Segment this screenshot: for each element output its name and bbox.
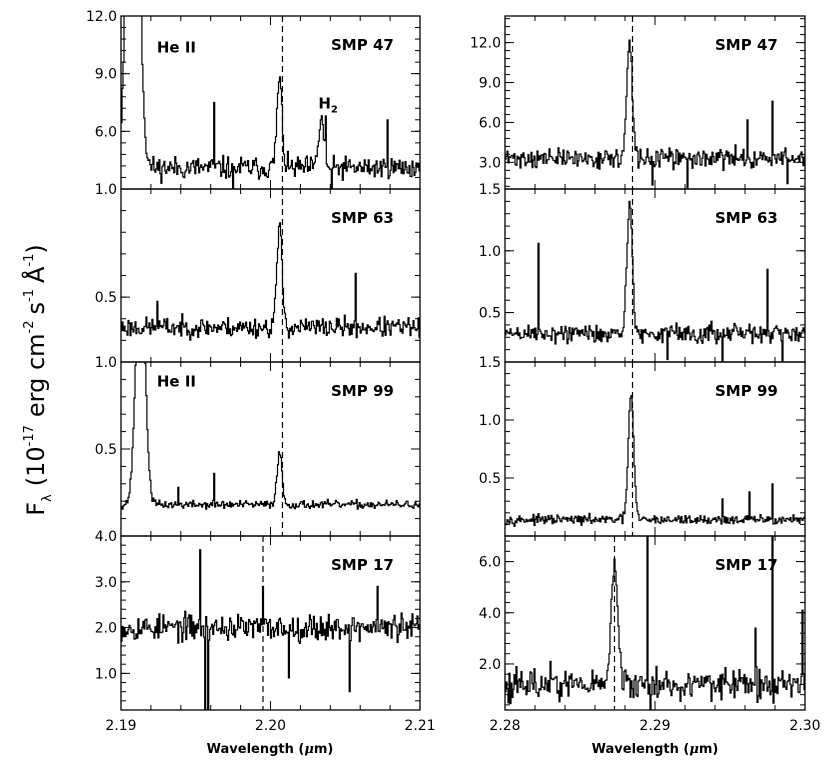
- x-axis-label-left: Wavelength (μm): [207, 742, 334, 757]
- panel-title: SMP 99: [715, 382, 778, 400]
- y-tick-label: 1.5: [479, 355, 501, 371]
- y-tick-label: 4.0: [95, 529, 117, 545]
- panel-smp-17-col1: 2.0 4.0 6.0 2.28 2.29 2.30 SMP 17: [479, 535, 821, 734]
- y-tick-label: 6.0: [479, 555, 501, 571]
- panel-title: SMP 99: [331, 382, 394, 400]
- y-tick-label: 1.0: [95, 355, 117, 371]
- panel-smp-63-col0: 0.5 1.0 SMP 63: [95, 182, 421, 363]
- spectrum-trace: [121, 16, 420, 189]
- spectrum-trace: [505, 39, 805, 189]
- panel-smp-99-col0: 0.5 1.0 SMP 99 He II: [95, 355, 421, 537]
- y-tick-label: 2.0: [479, 657, 501, 673]
- panel-title: SMP 63: [715, 209, 778, 227]
- y-tick-label: 6.0: [479, 115, 501, 131]
- x-axis-label: Wavelength (μm): [207, 742, 334, 757]
- x-tick-label: 2.29: [639, 718, 670, 734]
- y-tick-label: 0.5: [95, 442, 117, 458]
- x-tick-label: 2.28: [489, 718, 520, 734]
- panel-smp-63-col1: 0.5 1.0 1.5 SMP 63: [479, 182, 806, 363]
- panel-title: SMP 47: [331, 36, 394, 54]
- panel-title: SMP 47: [715, 36, 778, 54]
- x-axis-label: Wavelength (μm): [592, 742, 719, 757]
- y-tick-label: 1.0: [95, 666, 117, 682]
- y-tick-label: 4.0: [479, 606, 501, 622]
- y-tick-label: 9.0: [95, 67, 117, 83]
- panel-smp-47-col1: 3.0 6.0 9.0 12.0 SMP 47: [470, 15, 806, 190]
- panel-smp-99-col1: 0.5 1.0 1.5 SMP 99: [479, 355, 806, 537]
- line-annotation: He II: [157, 372, 196, 390]
- y-tick-label: 12.0: [86, 9, 117, 25]
- panel-smp-17-col0: 1.0 2.0 3.0 4.0 2.19 2.20 2.21 SMP 17: [95, 529, 436, 734]
- y-tick-label: 1.0: [95, 182, 117, 198]
- y-tick-label: 0.5: [479, 471, 501, 487]
- line-annotation: He II: [157, 39, 196, 57]
- x-tick-label: 2.30: [789, 718, 820, 734]
- x-tick-label: 2.21: [404, 718, 435, 734]
- spectrum-trace: [121, 222, 420, 341]
- y-tick-label: 0.5: [479, 306, 501, 322]
- x-tick-label: 2.19: [105, 718, 136, 734]
- line-annotation: H2: [318, 94, 338, 115]
- y-tick-label: 3.0: [479, 155, 501, 171]
- spectrum-trace: [505, 200, 805, 362]
- y-tick-label: 2.0: [95, 621, 117, 637]
- spectrum-trace: [505, 536, 805, 710]
- y-axis-label: Fλ(10-17erg cm-2s-1Å-1): [21, 244, 55, 516]
- y-tick-label: 9.0: [479, 76, 501, 92]
- spectrum-trace: [121, 549, 420, 710]
- x-axis-label-right: Wavelength (μm): [592, 742, 719, 757]
- svg-text:Fλ(10-17erg cm-2s-1Å-1): Fλ(10-17erg cm-2s-1Å-1): [21, 244, 55, 516]
- spectrum-trace: [505, 395, 805, 527]
- panel-title: SMP 17: [715, 556, 778, 574]
- panel-title: SMP 17: [331, 556, 394, 574]
- spectrum-trace: [121, 362, 420, 510]
- panel-title: SMP 63: [331, 209, 394, 227]
- y-tick-label: 3.0: [95, 575, 117, 591]
- y-tick-label: 1.5: [479, 182, 501, 198]
- y-tick-label: 1.0: [479, 244, 501, 260]
- panel-smp-47-col0: 6.0 9.0 12.0 SMP 47 He II H2: [86, 9, 421, 190]
- y-tick-label: 1.0: [479, 413, 501, 429]
- y-tick-label: 0.5: [95, 290, 117, 306]
- y-tick-label: 12.0: [470, 36, 501, 52]
- y-tick-label: 6.0: [95, 124, 117, 140]
- x-tick-label: 2.20: [255, 718, 286, 734]
